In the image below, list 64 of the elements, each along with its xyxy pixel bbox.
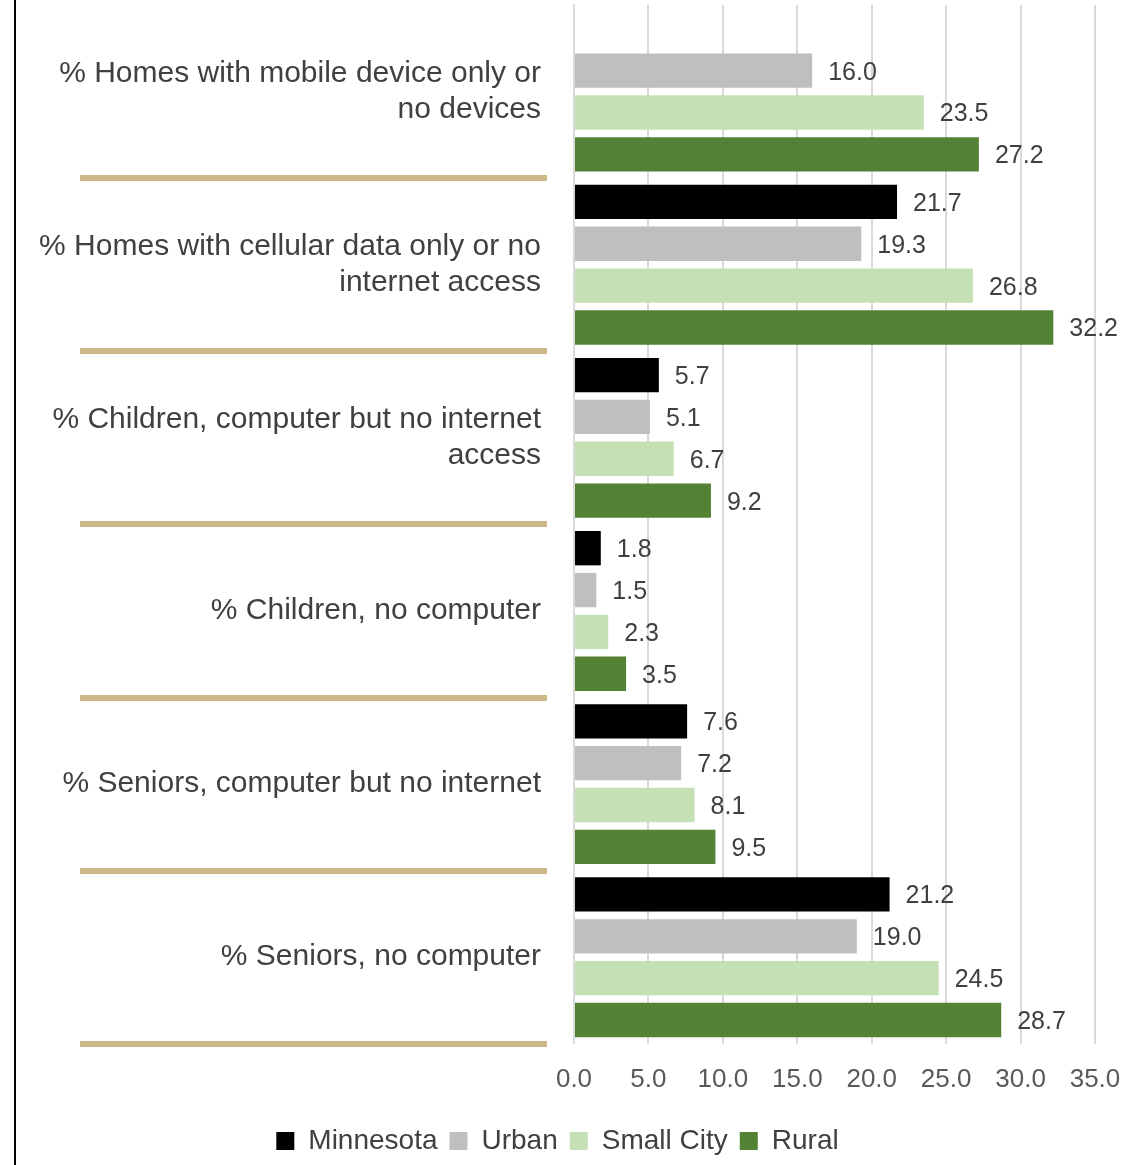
y-tick-label: % Homes with mobile device only or no devices <box>59 54 541 124</box>
y-tick-label: % Children, computer but no internet access <box>52 401 542 471</box>
legend-label: Rural <box>771 1123 839 1155</box>
legend-label: Minnesota <box>308 1123 438 1155</box>
data-label: 3.5 <box>642 659 677 688</box>
x-tick-label: 30.0 <box>995 1062 1046 1093</box>
bar <box>575 184 898 220</box>
bar <box>575 357 659 393</box>
legend-label: Small City <box>601 1123 728 1155</box>
x-tick-label: 25.0 <box>920 1062 972 1093</box>
bar <box>575 614 609 650</box>
bar <box>575 137 979 172</box>
data-label: 27.2 <box>994 140 1044 169</box>
bar <box>575 704 688 739</box>
data-label: 1.8 <box>616 534 652 563</box>
data-label: 8.1 <box>710 790 746 819</box>
y-tick-label: % Seniors, computer but no internet <box>62 765 542 799</box>
bar <box>575 310 1054 345</box>
bar <box>575 53 813 88</box>
data-label: 9.2 <box>726 486 762 515</box>
bar <box>575 656 627 691</box>
y-tick-label: % Homes with cellular data only or no internet access <box>39 227 541 297</box>
data-label: 26.8 <box>988 271 1038 300</box>
data-label: 5.7 <box>674 360 710 389</box>
x-tick-label: 35.0 <box>1069 1062 1121 1093</box>
x-tick-label: 0.0 <box>555 1062 593 1093</box>
data-label: 1.5 <box>612 575 648 604</box>
data-label: 19.0 <box>872 922 922 951</box>
data-label: 9.5 <box>731 832 767 861</box>
data-label: 7.2 <box>697 749 732 778</box>
x-tick-label: 20.0 <box>846 1062 898 1093</box>
bar <box>575 829 716 865</box>
data-label: 7.6 <box>703 707 738 736</box>
data-label: 24.5 <box>954 964 1004 993</box>
bar <box>575 961 939 996</box>
legend-label: Urban <box>481 1123 558 1155</box>
bar <box>575 1002 1002 1038</box>
bar <box>575 95 924 130</box>
data-label: 21.2 <box>905 880 955 909</box>
bar <box>575 483 711 518</box>
data-label: 28.7 <box>1017 1005 1066 1034</box>
data-label: 21.7 <box>913 187 962 216</box>
data-label: 5.1 <box>665 402 701 431</box>
data-label: 19.3 <box>877 229 926 258</box>
bar <box>575 572 597 608</box>
bar <box>575 441 674 476</box>
x-tick-label: 10.0 <box>697 1062 749 1093</box>
data-label: 16.0 <box>828 56 877 85</box>
bar <box>575 226 862 261</box>
bar <box>575 531 601 566</box>
bar <box>575 877 890 912</box>
bar <box>575 787 695 823</box>
bar <box>575 268 973 303</box>
bar <box>575 919 857 954</box>
bar <box>575 746 682 781</box>
data-label: 2.3 <box>624 617 659 646</box>
x-tick-label: 5.0 <box>630 1062 667 1093</box>
data-label: 6.7 <box>689 444 725 473</box>
data-label: 23.5 <box>939 98 989 127</box>
bar <box>575 399 650 435</box>
data-label: 32.2 <box>1069 313 1118 342</box>
y-tick-label: % Seniors, no computer <box>220 938 542 972</box>
x-tick-label: 15.0 <box>771 1062 823 1093</box>
y-tick-label: % Children, no computer <box>210 592 541 626</box>
